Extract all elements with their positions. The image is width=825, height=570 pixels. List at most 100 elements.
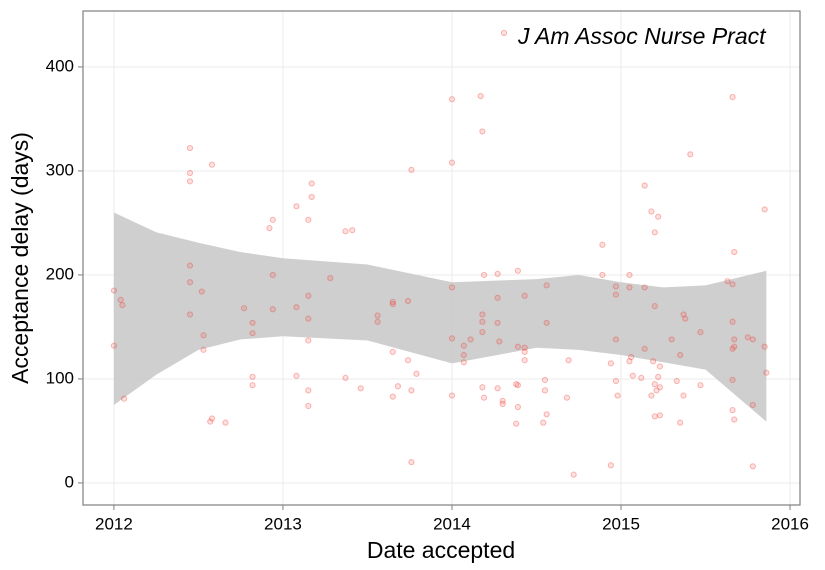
point (513, 420, 520, 427)
point (761, 343, 768, 350)
point (648, 208, 655, 215)
point (570, 471, 577, 478)
point (342, 228, 349, 235)
point (612, 291, 620, 298)
point (626, 271, 633, 279)
point (677, 419, 684, 426)
point (494, 270, 501, 278)
y-tick-label: 100 (46, 368, 74, 387)
point (543, 411, 550, 418)
point (650, 358, 657, 365)
point (494, 385, 501, 392)
point (448, 159, 456, 166)
point (389, 393, 396, 400)
point (651, 413, 658, 420)
x-tick-label: 2016 (771, 514, 809, 533)
point (641, 345, 648, 352)
point (651, 229, 658, 236)
point (448, 392, 456, 399)
point (729, 94, 736, 101)
point (541, 387, 549, 394)
point (186, 178, 194, 185)
point (448, 96, 456, 103)
point (110, 342, 118, 349)
point (607, 462, 614, 469)
point (479, 318, 486, 325)
point (494, 294, 501, 301)
point (514, 343, 521, 350)
point (682, 315, 689, 322)
point (729, 281, 736, 288)
point (269, 271, 276, 279)
point (514, 267, 521, 274)
point (668, 336, 675, 343)
point (200, 346, 207, 353)
point (731, 248, 738, 256)
point (266, 225, 273, 232)
point (249, 382, 256, 389)
point (293, 203, 300, 210)
point (614, 392, 621, 399)
point (305, 315, 312, 322)
point (460, 359, 467, 366)
point (749, 401, 756, 409)
point (521, 357, 528, 364)
point (374, 318, 381, 325)
point (186, 262, 194, 269)
legend-symbol (500, 29, 508, 37)
point (673, 377, 680, 385)
point (656, 363, 663, 370)
point (198, 288, 205, 295)
point (240, 305, 248, 312)
point (394, 383, 401, 390)
point (641, 284, 648, 291)
point (731, 416, 738, 423)
y-tick-label: 400 (46, 56, 74, 75)
point (540, 419, 547, 426)
point (448, 335, 456, 342)
point (543, 319, 550, 326)
point (565, 357, 572, 364)
point (761, 206, 768, 213)
point (599, 271, 606, 279)
point (467, 336, 474, 343)
point (293, 304, 300, 311)
x-tick-label: 2014 (433, 514, 471, 533)
point (629, 372, 636, 379)
point (641, 182, 648, 189)
point (521, 292, 528, 299)
point (200, 332, 207, 339)
point (680, 392, 687, 399)
point (607, 360, 614, 367)
point (186, 144, 194, 152)
y-tick-label: 300 (46, 160, 74, 179)
point (763, 369, 770, 376)
point (514, 403, 521, 411)
point (357, 385, 364, 392)
point (119, 302, 126, 309)
point (308, 180, 315, 187)
point (110, 287, 118, 294)
point (308, 193, 315, 201)
point (460, 342, 467, 349)
point (249, 319, 256, 326)
point (249, 373, 256, 380)
point (655, 373, 662, 380)
point (499, 397, 506, 404)
point (269, 216, 276, 223)
point (404, 297, 412, 305)
point (389, 300, 396, 308)
point (479, 128, 486, 135)
point (656, 412, 663, 419)
x-tick-label: 2012 (95, 514, 133, 533)
point (612, 377, 620, 385)
point (222, 419, 229, 426)
point (496, 338, 503, 345)
point (626, 284, 633, 291)
point (697, 382, 704, 389)
point (628, 354, 635, 361)
point (120, 395, 128, 402)
point (653, 387, 660, 394)
point (656, 384, 663, 391)
